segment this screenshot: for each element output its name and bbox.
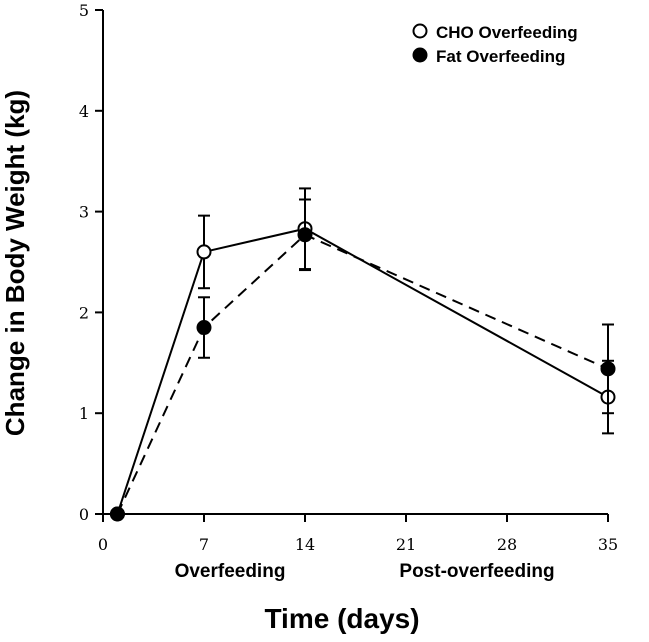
y-tick-label: 2	[79, 303, 89, 322]
x-tick-label: 0	[98, 535, 108, 554]
data-point-fat	[196, 320, 212, 336]
y-tick-label: 5	[79, 1, 89, 20]
legend: CHO Overfeeding Fat Overfeeding	[412, 23, 578, 66]
data-point-fat	[109, 506, 125, 522]
legend-item-fat: Fat Overfeeding	[412, 47, 565, 66]
x-axis-title: Time (days)	[264, 603, 419, 634]
phase-label-post-overfeeding: Post-overfeeding	[399, 561, 554, 582]
x-tick-label: 7	[199, 535, 209, 554]
series-layer	[109, 187, 616, 522]
y-tick-label: 4	[79, 102, 89, 121]
series-cho	[109, 187, 616, 522]
legend-marker-fat	[412, 47, 428, 63]
y-tick-label: 1	[79, 404, 89, 423]
data-point-cho	[196, 244, 212, 260]
series-line-cho	[116, 227, 609, 515]
legend-marker-cho	[412, 23, 428, 39]
series-fat	[109, 198, 616, 522]
x-tick-label: 28	[497, 535, 517, 554]
legend-label-fat: Fat Overfeeding	[436, 47, 565, 66]
y-tick-label: 0	[79, 505, 89, 524]
legend-item-cho: CHO Overfeeding	[412, 23, 578, 42]
x-tick-label: 21	[396, 535, 416, 554]
x-tick-label: 14	[295, 535, 315, 554]
axis-ticks: 0 1 2 3 4 5 0 7 14 21 28 35	[79, 1, 618, 554]
phase-label-overfeeding: Overfeeding	[175, 561, 286, 582]
series-line-fat	[116, 233, 609, 515]
data-point-fat	[600, 361, 616, 377]
data-point-fat	[297, 227, 313, 243]
y-tick-label: 3	[79, 203, 89, 222]
y-axis-title: Change in Body Weight (kg)	[0, 90, 30, 436]
x-tick-label: 35	[598, 535, 618, 554]
axes	[102, 10, 608, 515]
legend-label-cho: CHO Overfeeding	[436, 23, 578, 42]
